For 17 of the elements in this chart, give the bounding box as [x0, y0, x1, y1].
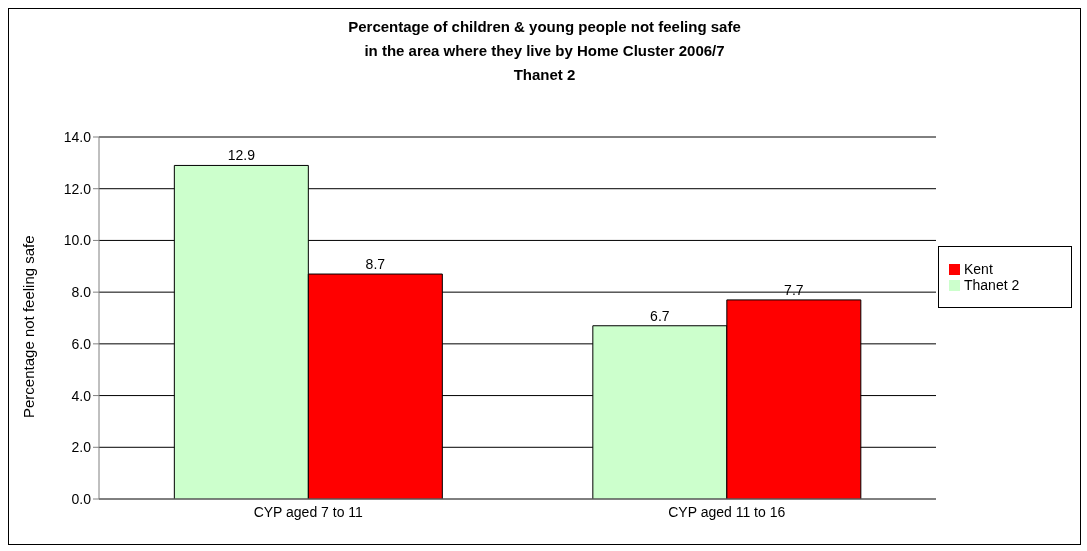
- chart-title: Percentage of children & young people not feeling safe in the area where they live by Home Cluster 2006/7 Thanet 2: [347, 17, 742, 85]
- y-tick-label: 0.0: [71, 490, 92, 507]
- y-tick-label: 4.0: [71, 387, 92, 404]
- x-tick-label: CYP aged 11 to 16: [668, 503, 786, 520]
- y-tick-label: 2.0: [71, 439, 92, 456]
- y-axis-title: Percentage not feeling safe: [20, 235, 38, 418]
- y-tick-label: 14.0: [63, 128, 92, 145]
- y-tick-label: 10.0: [63, 232, 92, 249]
- legend-label: Thanet 2: [964, 276, 1020, 293]
- data-label: 8.7: [365, 256, 386, 273]
- legend-label: Kent: [964, 260, 993, 277]
- data-label: 12.9: [227, 147, 256, 164]
- x-tick-label: CYP aged 7 to 11: [253, 503, 364, 520]
- y-tick-label: 6.0: [71, 335, 92, 352]
- y-tick-label: 12.0: [63, 180, 92, 197]
- data-label: 6.7: [650, 307, 670, 324]
- y-tick-label: 8.0: [71, 284, 92, 301]
